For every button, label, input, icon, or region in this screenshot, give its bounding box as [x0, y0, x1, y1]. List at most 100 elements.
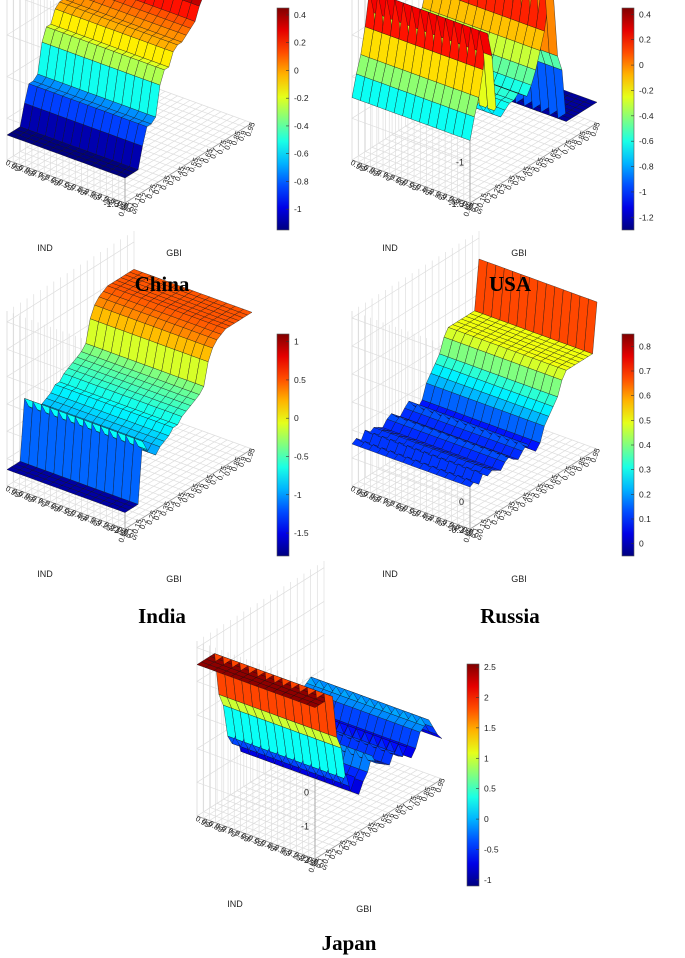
colorbar-tick-label: -0.2 [639, 85, 654, 95]
gbi-tick-label: 0.2 [138, 517, 150, 530]
gbi-tick-label: 0.6 [194, 156, 206, 169]
colorbar-tick-label: 0.5 [484, 784, 496, 794]
colorbar-tick-label: 2 [484, 692, 489, 702]
colorbar-tick-label: -1 [294, 204, 302, 214]
surface-patch [190, 0, 203, 7]
gbi-tick-label: 0.1 [468, 526, 480, 539]
caption-india: India [138, 604, 186, 628]
gbi-tick-label: 0.9 [236, 129, 248, 142]
gbi-tick-label: 0.7 [398, 803, 410, 816]
gbi-tick-label: 0.2 [483, 517, 495, 530]
gbi-tick-label: 0.1 [123, 526, 135, 539]
gbi-tick-label: 0.4 [356, 830, 368, 843]
gbi-tick-label: 0.5 [370, 821, 382, 834]
gbi-tick-label: 0.5 [180, 491, 192, 504]
gbi-tick-label: 0.1 [468, 200, 480, 213]
surface-patch [89, 0, 95, 2]
gbi-tick-label: 0.6 [194, 482, 206, 495]
gbi-tick-label: 0.5 [525, 491, 537, 504]
caption-china: China [134, 272, 190, 296]
surface-patch [114, 0, 126, 4]
colorbar-tick-label: 0.2 [639, 489, 651, 499]
colorbar-tick-label: 1.5 [484, 723, 496, 733]
caption-russia: Russia [480, 604, 540, 628]
gbi-tick-label: 0.4 [511, 174, 523, 187]
surface-plot-usa: 0.50-0.5-1-1.50.050.10.150.20.250.30.350… [345, 0, 675, 300]
surface-plot-japan: 3210-1-20.050.10.150.20.250.30.350.40.45… [190, 561, 520, 956]
gbi-tick-label: 0.6 [539, 156, 551, 169]
colorbar [276, 333, 290, 557]
colorbar-tick-label: -0.4 [639, 111, 654, 121]
x-axis-label: GBI [511, 574, 527, 584]
colorbar-tick-label: 0 [294, 413, 299, 423]
colorbar-tick-label: -0.6 [639, 136, 654, 146]
surface [351, 258, 598, 488]
surface-patch [112, 0, 116, 1]
z-tick-label: -2 [111, 525, 119, 535]
colorbar-tick-label: 0 [484, 814, 489, 824]
gbi-tick-label: 0.3 [152, 183, 164, 196]
y-axis-label: IND [37, 569, 53, 579]
y-axis-label: IND [382, 569, 398, 579]
gbi-tick-label: 0.2 [483, 191, 495, 204]
colorbar-tick-label: 0.6 [639, 391, 651, 401]
colorbar-tick-label: 0.4 [639, 9, 651, 19]
colorbar-tick-label: 2.5 [484, 662, 496, 672]
colorbar-tick-label: 0.8 [639, 341, 651, 351]
gbi-tick-label: 0.4 [166, 174, 178, 187]
surface-patch [182, 0, 193, 4]
colorbar-tick-label: 1 [484, 753, 489, 763]
gbi-tick-label: 0.7 [553, 473, 565, 486]
z-tick-label: 0 [304, 788, 309, 798]
surface-patch [476, 0, 487, 10]
z-tick-label: -0.2 [448, 525, 464, 535]
colorbar [621, 7, 635, 231]
surface [196, 653, 443, 795]
surface-patch [144, 0, 155, 7]
surface-patch [135, 0, 146, 4]
surface-patch [93, 0, 106, 5]
surface-patch [152, 0, 165, 10]
colorbar-tick-label: -0.4 [294, 121, 309, 131]
gbi-tick-label: 0.95 [243, 121, 256, 138]
x-axis-label: GBI [166, 574, 182, 584]
surface [6, 269, 253, 513]
colorbar-tick-label: -1 [484, 875, 492, 885]
caption-usa: USA [488, 272, 531, 296]
colorbar-tick-label: -0.5 [294, 451, 309, 461]
colorbar-tick-label: -1.5 [294, 528, 309, 538]
surface-patch [65, 0, 74, 3]
colorbar-tick-label: -0.6 [294, 149, 309, 159]
colorbar-tick-label: -0.8 [294, 176, 309, 186]
surface-patch [583, 98, 598, 106]
gbi-tick-label: 0.9 [236, 455, 248, 468]
colorbar-tick-label: 0.5 [639, 415, 651, 425]
z-tick-label: -2 [301, 855, 309, 865]
gbi-tick-label: 0.6 [539, 482, 551, 495]
gbi-tick-label: 0.5 [180, 165, 192, 178]
colorbar [466, 663, 480, 887]
y-axis-label: IND [37, 243, 53, 253]
gbi-tick-label: 0.95 [588, 447, 601, 464]
gbi-tick-label: 0.95 [588, 121, 601, 138]
surface-patch [468, 0, 479, 7]
colorbar-tick-label: 0 [294, 65, 299, 75]
caption-japan: Japan [321, 931, 377, 955]
surface-patch [493, 0, 505, 16]
colorbar-tick-label: -1 [294, 490, 302, 500]
gbi-tick-label: 0.8 [222, 464, 234, 477]
colorbar-tick-label: 0.2 [294, 38, 306, 48]
gbi-tick-label: 0.1 [313, 856, 325, 869]
colorbar-tick-label: 0.1 [639, 514, 651, 524]
z-tick-label: -1.5 [103, 199, 119, 209]
gbi-tick-label: 0.8 [412, 794, 424, 807]
colorbar-tick-label: 0.4 [639, 440, 651, 450]
colorbar-tick-label: -0.5 [484, 845, 499, 855]
surface [351, 0, 598, 141]
surface-patch [485, 0, 496, 13]
gbi-tick-label: 0.3 [152, 509, 164, 522]
surface-plot-china: 0.50-0.5-1-1.50.050.10.150.20.250.30.350… [0, 0, 330, 300]
gbi-tick-label: 0.7 [208, 473, 220, 486]
gbi-tick-label: 0.5 [525, 165, 537, 178]
gbi-tick-label: 0.4 [166, 500, 178, 513]
